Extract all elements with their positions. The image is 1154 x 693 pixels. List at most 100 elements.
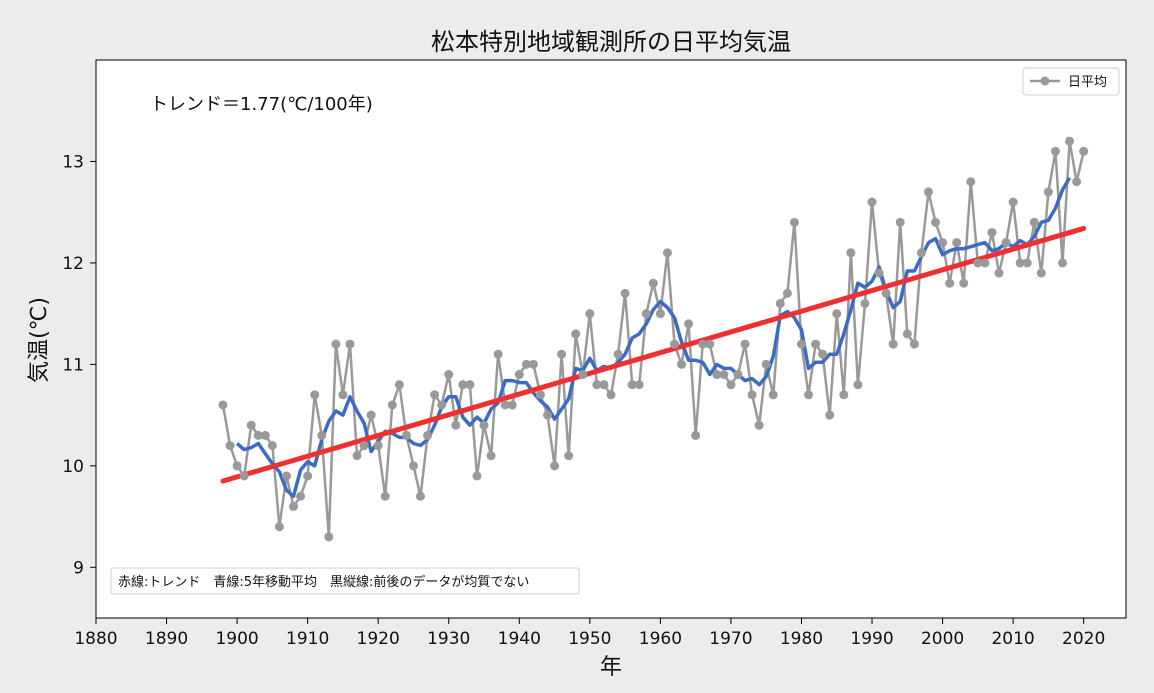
annual-data-point (1008, 197, 1018, 207)
annual-data-point (994, 268, 1004, 278)
x-tick-label: 1890 (145, 629, 188, 649)
y-tick-label: 9 (73, 558, 84, 578)
annual-data-point (274, 522, 284, 532)
annual-data-point (232, 461, 242, 471)
annual-data-point (698, 339, 708, 349)
annual-data-point (818, 349, 828, 359)
x-tick-label: 2000 (921, 629, 964, 649)
annual-data-point (945, 278, 955, 288)
annual-data-point (811, 339, 821, 349)
annual-data-point (578, 370, 588, 380)
x-tick-label: 1960 (639, 629, 682, 649)
annual-data-point (973, 258, 983, 268)
annual-data-point (853, 380, 863, 390)
annual-data-point (324, 532, 334, 542)
annual-data-point (782, 288, 792, 298)
y-axis-ticks: 9 10 11 12 13 (62, 152, 96, 578)
annual-data-point (465, 380, 475, 390)
x-tick-label: 1900 (215, 629, 258, 649)
x-tick-label: 1990 (850, 629, 893, 649)
annual-data-point (585, 309, 595, 319)
annual-data-point (888, 339, 898, 349)
annual-data-point (606, 390, 616, 400)
legend-box (1022, 67, 1120, 96)
annual-data-point (394, 380, 404, 390)
annual-data-point (1001, 238, 1011, 248)
annual-data-point (514, 370, 524, 380)
annual-data-point (966, 177, 976, 187)
x-tick-label: 1980 (780, 629, 823, 649)
annual-data-point (359, 441, 369, 451)
annual-data-point (296, 491, 306, 501)
annual-data-point (557, 349, 567, 359)
y-tick-label: 10 (62, 457, 84, 477)
annual-data-point (486, 451, 496, 461)
annual-data-point (775, 298, 785, 308)
y-tick-label: 11 (62, 355, 84, 375)
annual-data-point (677, 359, 687, 369)
annual-data-point (881, 288, 891, 298)
legend: 日平均 (1022, 67, 1120, 96)
y-tick-label: 12 (62, 254, 84, 274)
annual-data-point (747, 390, 757, 400)
annual-data-point (246, 420, 256, 430)
annual-data-point (281, 471, 291, 481)
annual-data-point (416, 491, 426, 501)
annual-data-point (387, 400, 397, 410)
annual-data-point (959, 278, 969, 288)
annual-data-point (1029, 217, 1039, 227)
footnote-box: 赤線:トレンド 青線:5年移動平均 黒縦線:前後のデータが均質でない (110, 567, 580, 595)
annual-data-point (444, 370, 454, 380)
annual-data-point (1065, 136, 1075, 146)
annual-data-point (627, 380, 637, 390)
annual-data-point (916, 248, 926, 258)
x-tick-label: 1910 (286, 629, 329, 649)
annual-data-point (472, 471, 482, 481)
y-tick-label: 13 (62, 152, 84, 172)
annual-data-point (543, 410, 553, 420)
annual-data-point (902, 329, 912, 339)
annual-data-point (712, 370, 722, 380)
annual-data-point (373, 441, 383, 451)
annual-data-point (458, 380, 468, 390)
annual-data-point (218, 400, 228, 410)
annual-data-point (317, 430, 327, 440)
annual-data-point (980, 258, 990, 268)
annual-data-point (564, 451, 574, 461)
annual-data-point (733, 370, 743, 380)
annual-data-point (796, 339, 806, 349)
plot-area (95, 59, 1127, 619)
x-axis-label: 年 (600, 655, 622, 680)
annual-data-point (620, 288, 630, 298)
annual-data-point (289, 501, 299, 511)
annual-data-point (500, 400, 510, 410)
annual-data-point (1043, 187, 1053, 197)
annual-data-point (691, 430, 701, 440)
annual-data-point (401, 430, 411, 440)
x-tick-label: 1950 (568, 629, 611, 649)
annual-data-point (571, 329, 581, 339)
annual-data-point (507, 400, 517, 410)
annual-data-point (528, 359, 538, 369)
annual-data-point (352, 451, 362, 461)
x-tick-label: 1880 (74, 629, 117, 649)
annual-data-point (726, 380, 736, 390)
annual-data-point (550, 461, 560, 471)
annual-data-point (761, 359, 771, 369)
annual-data-point (1050, 146, 1060, 156)
annual-data-point (331, 339, 341, 349)
annual-data-point (860, 298, 870, 308)
annual-data-point (648, 278, 658, 288)
annual-data-point (987, 227, 997, 237)
annual-data-point (592, 380, 602, 390)
annual-data-point (641, 309, 651, 319)
footnote-text: 赤線:トレンド 青線:5年移動平均 黒縦線:前後のデータが均質でない (118, 574, 529, 590)
annual-data-point (1015, 258, 1025, 268)
annual-data-point (952, 238, 962, 248)
annual-data-point (669, 339, 679, 349)
annual-data-point (655, 309, 665, 319)
annual-data-point (225, 441, 235, 451)
legend-entry-daily-average: 日平均 (1068, 75, 1107, 90)
annual-data-point (634, 380, 644, 390)
y-axis-label: 気温(℃) (27, 297, 52, 383)
